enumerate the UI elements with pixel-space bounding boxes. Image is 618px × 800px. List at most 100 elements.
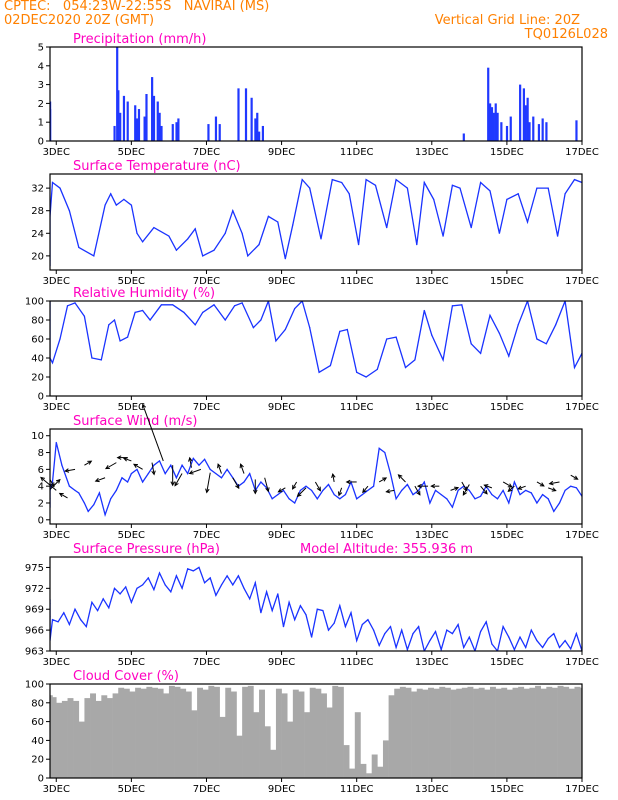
wind-arrow	[345, 479, 357, 485]
precip-bar	[237, 88, 240, 141]
precip-bar	[524, 105, 527, 141]
wind-arrow	[570, 474, 579, 480]
wind-arrow	[548, 480, 560, 486]
series-point	[339, 498, 341, 500]
cloud-column	[219, 716, 226, 778]
cloud-column	[557, 685, 564, 778]
x-tick-label: 5DEC	[118, 402, 145, 413]
x-tick-label: 3DEC	[43, 402, 70, 413]
series-point	[412, 632, 414, 635]
cloud-column	[242, 686, 249, 778]
panel-annotation: Model Altitude: 355.936 m	[300, 542, 473, 557]
series-point	[423, 181, 425, 184]
cloud-column	[56, 702, 63, 778]
series-point	[470, 227, 472, 229]
series-point	[68, 623, 71, 626]
cloud-column	[168, 685, 175, 778]
cloud-column	[388, 695, 395, 778]
series-point	[357, 243, 360, 246]
cloud-column	[185, 691, 192, 778]
series-point	[202, 255, 204, 257]
series-point	[423, 309, 425, 312]
panel-2: Relative Humidity (%) 0 20 40 60 80 100 3DEC 5DE…	[25, 286, 599, 413]
cloud-column	[275, 688, 282, 778]
x-tick-label: 5DEC	[118, 147, 145, 158]
wind-arrow	[385, 488, 395, 494]
series-point	[489, 314, 491, 316]
y-tick-label: 10	[31, 431, 44, 442]
series-point	[541, 493, 544, 496]
precip-bar	[519, 84, 522, 141]
series-point	[496, 498, 499, 500]
series-point	[564, 489, 566, 491]
precip-bar	[158, 112, 161, 141]
wind-arrow	[480, 485, 488, 495]
series-line	[50, 301, 582, 378]
series-point	[356, 498, 358, 500]
series-point	[570, 648, 572, 650]
series-point	[130, 472, 132, 475]
cloud-column	[343, 745, 350, 778]
wind-arrow	[461, 481, 468, 492]
cloud-column	[236, 735, 243, 778]
series-point	[414, 359, 416, 361]
series-point	[153, 464, 155, 466]
cloud-column	[467, 686, 474, 778]
series-point	[384, 451, 386, 454]
series-point	[130, 204, 132, 206]
y-tick-label: 100	[25, 680, 44, 691]
x-tick-label: 9DEC	[268, 530, 295, 541]
x-tick-label: 17DEC	[565, 657, 599, 668]
series-point	[489, 190, 491, 192]
y-tick-label: 0	[38, 137, 44, 148]
series-point	[59, 187, 61, 189]
x-tick-label: 5DEC	[118, 784, 145, 795]
series-point	[406, 187, 408, 189]
cloud-column	[366, 773, 373, 778]
series-point	[127, 336, 129, 338]
series-point	[294, 308, 296, 310]
x-tick-label: 13DEC	[415, 784, 449, 795]
y-tick-label: 60	[31, 335, 44, 346]
series-point	[87, 510, 89, 512]
series-point	[395, 179, 397, 181]
series-point	[271, 498, 273, 500]
cloud-column	[568, 688, 575, 778]
series-group	[50, 301, 582, 378]
series-point	[344, 626, 347, 628]
series-point	[322, 610, 324, 612]
series-point	[333, 493, 335, 496]
series-point	[536, 187, 538, 189]
wind-arrow	[58, 492, 68, 499]
wind-arrow	[337, 487, 343, 497]
series-point	[451, 506, 454, 508]
series-point	[309, 187, 311, 189]
series-point	[491, 643, 493, 645]
wind-arrow	[362, 485, 369, 494]
x-tick-label: 13DEC	[415, 147, 449, 158]
cloud-column	[456, 688, 463, 778]
cloud-column	[518, 686, 525, 778]
series-point	[241, 232, 243, 234]
cloud-column	[439, 686, 446, 778]
cloud-column	[332, 685, 339, 778]
series-point	[172, 304, 174, 306]
series-point	[558, 502, 561, 504]
series-point	[115, 489, 117, 491]
series-point	[277, 221, 279, 223]
series-point	[331, 179, 333, 181]
series-point	[113, 587, 116, 589]
panel-1: Surface Temperature (nC) 20 24 28 32 3DEC 5DEC…	[31, 159, 599, 287]
wind-arrow	[49, 479, 55, 488]
x-tick-label: 15DEC	[490, 657, 524, 668]
panel-frame	[49, 556, 583, 652]
series-point	[187, 472, 189, 475]
series-point	[91, 601, 93, 603]
series-point	[389, 472, 392, 475]
cloud-column	[523, 688, 530, 778]
cloud-column	[422, 689, 429, 778]
series-point	[530, 492, 532, 494]
panel-0: Precipitation (mm/h) 0 1 2 3 4 5 3DEC 5DEC 7DEC 9D…	[38, 32, 599, 158]
cloud-column	[382, 740, 389, 778]
series-point	[517, 324, 519, 326]
